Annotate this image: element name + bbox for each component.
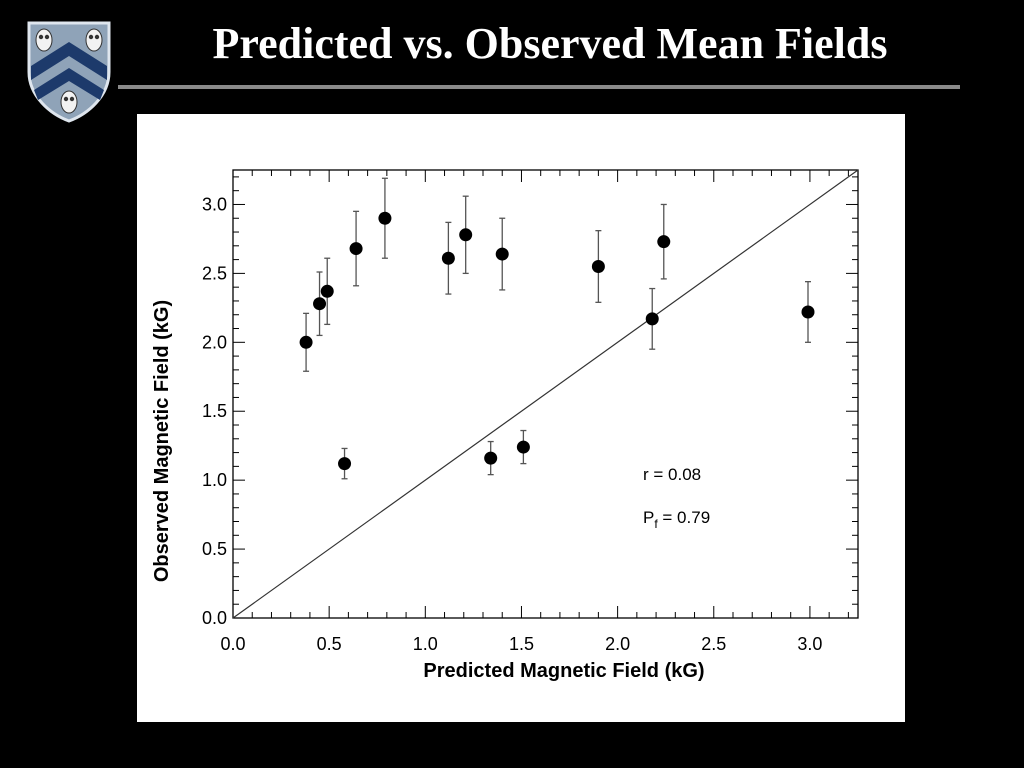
data-point [801, 305, 815, 319]
data-point [516, 440, 530, 454]
data-point [338, 457, 352, 471]
scatter-chart: 0.0 0.5 1.0 1.5 2.0 2.5 3.0 0.0 0.5 1.0 1.5 2.0 2.5 3… [151, 169, 859, 682]
x-tick-label: 2.0 [605, 634, 630, 654]
data-point [299, 335, 313, 349]
x-tick-label: 0.5 [317, 634, 342, 654]
shield-chevron-upper [31, 42, 107, 80]
data-point [645, 312, 659, 326]
y-tick-label: 0.0 [202, 608, 227, 628]
chart-panel: 0.0 0.5 1.0 1.5 2.0 2.5 3.0 0.0 0.5 1.0 1.5 2.0 2.5 3… [137, 114, 905, 722]
y-tick-label: 2.5 [202, 263, 227, 283]
data-point [484, 451, 498, 465]
data-point [313, 297, 327, 311]
identity-line-group [232, 169, 859, 619]
annotation-p-subscript: f [654, 517, 658, 531]
data-point [349, 242, 363, 256]
university-shield-owls-icon [27, 21, 111, 123]
owl-left-icon [35, 28, 53, 52]
y-tick-label: 1.0 [202, 470, 227, 490]
plot-frame [232, 169, 859, 619]
data-point [441, 251, 455, 265]
annotation-p-main: P [643, 508, 654, 527]
x-axis-label: Predicted Magnetic Field (kG) [423, 660, 704, 682]
title-divider [118, 85, 960, 89]
x-tick-label: 1.5 [509, 634, 534, 654]
slide-title: Predicted vs. Observed Mean Fields [212, 19, 888, 68]
data-points [299, 177, 815, 480]
data-point [591, 259, 605, 273]
data-point [459, 228, 473, 242]
annotation-p-value: = 0.79 [658, 508, 710, 527]
owl-right-icon [85, 28, 103, 52]
x-tick-label: 0.0 [220, 634, 245, 654]
y-axis-label: Observed Magnetic Field (kG) [151, 300, 173, 582]
x-tick-label: 2.5 [701, 634, 726, 654]
data-point [657, 235, 671, 249]
y-tick-label: 0.5 [202, 539, 227, 559]
y-tick-label: 3.0 [202, 194, 227, 214]
x-tick-label: 1.0 [413, 634, 438, 654]
identity-line [232, 169, 859, 619]
data-point [378, 211, 392, 225]
data-point [320, 284, 334, 298]
data-point [495, 247, 509, 261]
y-tick-label: 2.0 [202, 332, 227, 352]
chart-axes: 0.0 0.5 1.0 1.5 2.0 2.5 3.0 0.0 0.5 1.0 1.5 2.0 2.5 3… [202, 169, 859, 654]
annotation-p: Pf = 0.79 [643, 508, 710, 531]
shield-chevron-lower [34, 68, 104, 100]
annotation-r: r = 0.08 [643, 465, 701, 484]
owl-bottom-icon [60, 90, 78, 114]
x-tick-label: 3.0 [797, 634, 822, 654]
y-tick-label: 1.5 [202, 401, 227, 421]
